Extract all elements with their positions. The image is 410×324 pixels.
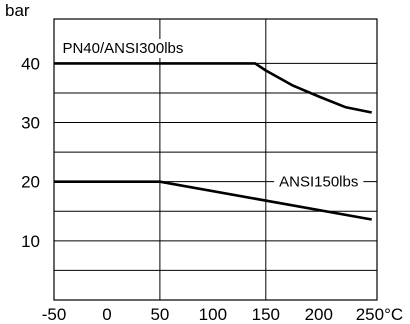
series-lines <box>54 62 372 221</box>
y-tick-label: 20 <box>21 173 40 192</box>
grid-lines <box>54 19 377 300</box>
x-tick-label: 200 <box>305 305 333 324</box>
x-tick-label: -50 <box>42 305 67 324</box>
y-tick-label: 40 <box>21 54 40 73</box>
y-tick-label: 10 <box>21 232 40 251</box>
x-tick-label: 0 <box>102 305 111 324</box>
y-tick-label: 30 <box>21 114 40 133</box>
x-tick-label: 250°C <box>356 305 403 324</box>
series-name: ANSI150lbs <box>279 174 358 191</box>
series-label-0: PN40/ANSI300lbs <box>57 38 189 58</box>
series-label-1: ANSI150lbs <box>274 172 364 192</box>
series-label-background <box>57 38 189 58</box>
x-tick-labels: -50 0 50 100 150 200 250°C <box>42 305 403 324</box>
y-tick-labels: 10 20 30 40 <box>21 54 40 250</box>
x-tick-label: 50 <box>150 305 169 324</box>
plot-frame <box>53 18 378 301</box>
x-tick-label: 100 <box>199 305 227 324</box>
y-axis-unit: bar <box>5 1 30 20</box>
series-labels: PN40/ANSI300lbs ANSI150lbs <box>57 38 364 192</box>
x-tick-label: 150 <box>252 305 280 324</box>
series-name: PN40/ANSI300lbs <box>62 40 183 57</box>
series-line-0 <box>54 62 372 114</box>
series-label-background <box>274 172 364 192</box>
series-line-1 <box>54 180 372 221</box>
